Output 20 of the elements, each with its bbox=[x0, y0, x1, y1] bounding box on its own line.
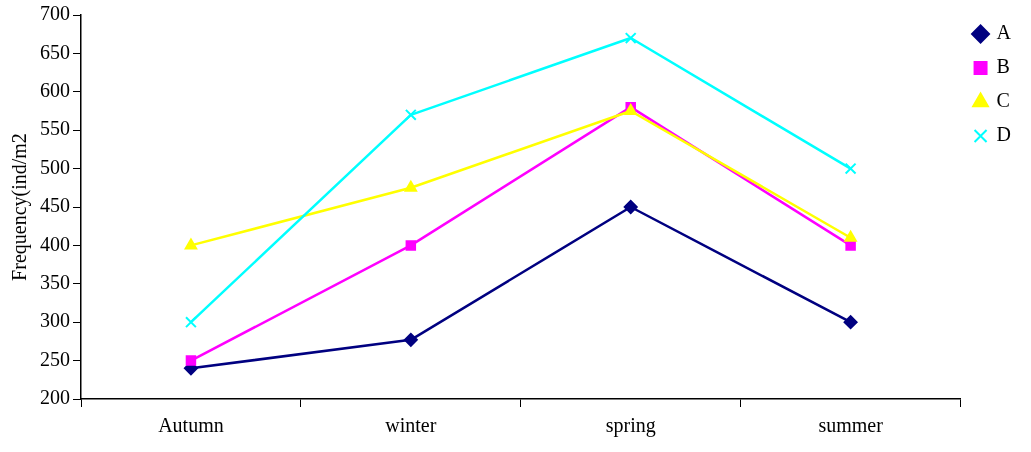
x-tick-label: winter bbox=[385, 414, 437, 437]
y-tick-label: 600 bbox=[40, 79, 70, 102]
legend-label: A bbox=[996, 21, 1012, 44]
x-tick-label: spring bbox=[605, 414, 656, 438]
y-tick-label: 650 bbox=[40, 40, 70, 63]
legend-label: C bbox=[996, 89, 1010, 112]
y-tick-label: 200 bbox=[40, 386, 70, 409]
y-tick-label: 300 bbox=[40, 309, 70, 332]
y-tick-label: 400 bbox=[40, 232, 70, 255]
y-tick-label: 550 bbox=[40, 117, 70, 140]
y-tick-label: 450 bbox=[40, 194, 70, 217]
y-tick-label: 250 bbox=[40, 347, 70, 370]
x-tick-label: summer bbox=[818, 414, 884, 437]
y-tick-label: 350 bbox=[40, 271, 70, 294]
legend-label: B bbox=[996, 55, 1010, 78]
legend-label: D bbox=[996, 123, 1012, 146]
x-tick-label: Autumn bbox=[158, 414, 224, 437]
y-axis-title: Frequency(ind/m2 bbox=[8, 133, 32, 281]
y-tick-label: 500 bbox=[40, 155, 70, 178]
y-tick-label: 700 bbox=[40, 2, 70, 25]
